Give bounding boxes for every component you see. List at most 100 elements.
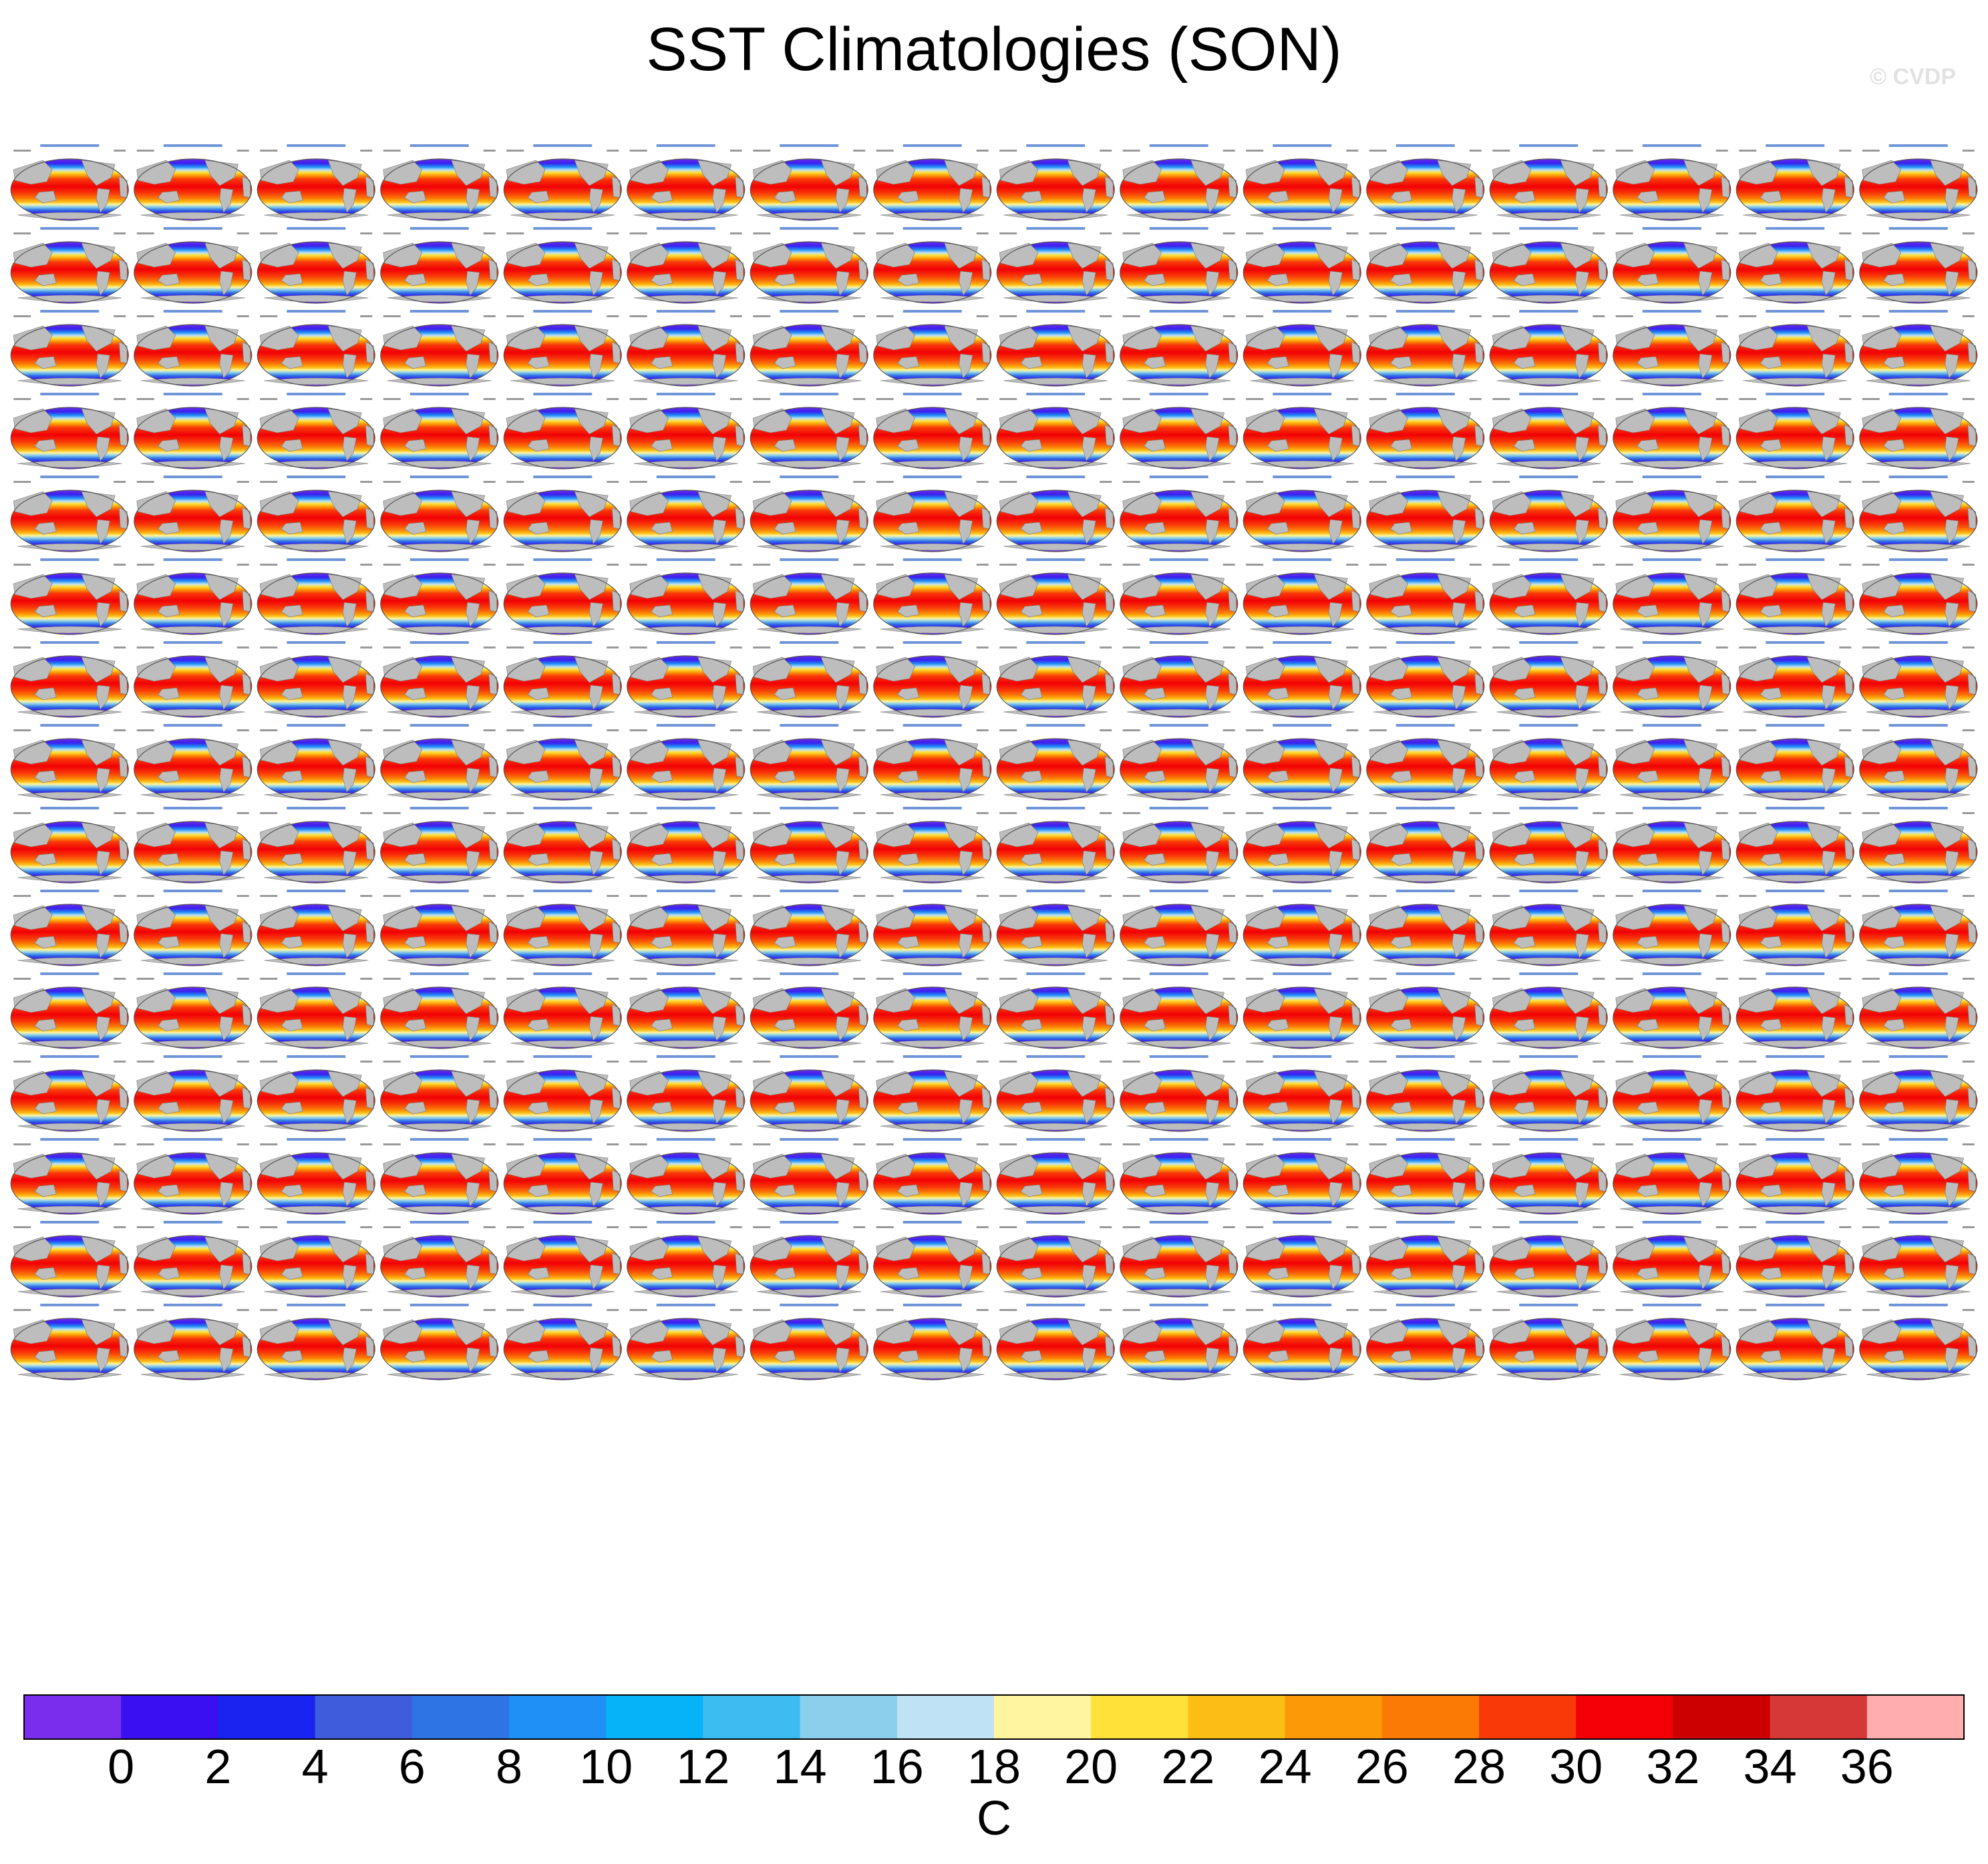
land-mask xyxy=(589,436,603,461)
map-panel xyxy=(257,227,375,304)
land-mask xyxy=(1844,1004,1853,1027)
panel-years-mark xyxy=(753,150,771,152)
land-mask xyxy=(1760,936,1782,949)
colorbar-tick-label: 4 xyxy=(302,1740,329,1794)
land-mask xyxy=(1390,604,1413,618)
land-mask xyxy=(1615,1319,1655,1344)
land-mask xyxy=(1328,767,1343,793)
land-mask xyxy=(1806,1071,1841,1097)
land-mask xyxy=(835,1264,850,1290)
map-panel xyxy=(1613,890,1731,966)
panel-stat-mark xyxy=(607,895,619,897)
land-mask xyxy=(1844,1335,1853,1358)
land-mask xyxy=(1452,850,1466,876)
panel-stat-mark xyxy=(729,1226,742,1228)
land-mask xyxy=(858,590,867,612)
panel-title-mark xyxy=(1642,641,1701,644)
panel-years-mark xyxy=(1122,729,1140,731)
land-mask xyxy=(1883,770,1906,783)
panel-stat-mark xyxy=(1839,564,1852,566)
colorbar-tick-label: 8 xyxy=(496,1740,522,1794)
map-panel xyxy=(503,890,622,966)
map-outline xyxy=(380,158,499,221)
panel-years-mark xyxy=(136,978,154,980)
map-outline xyxy=(873,1318,992,1380)
land-mask xyxy=(1575,1181,1589,1207)
map-panel xyxy=(257,1055,375,1132)
map-panel xyxy=(10,227,129,304)
land-mask xyxy=(1637,356,1659,369)
panel-title-mark xyxy=(1026,1055,1086,1058)
colorbar: 0 2 4 6 8 10 12 14 16 18 20 22 24 26 28 30 32 34 36 xyxy=(23,1694,1965,1794)
land-mask xyxy=(281,190,303,204)
panel-years-mark xyxy=(260,398,278,400)
land-mask xyxy=(1351,1004,1360,1027)
land-mask xyxy=(204,739,239,766)
land-mask xyxy=(589,685,603,710)
panel-years-mark xyxy=(629,1226,647,1228)
land-mask xyxy=(1698,353,1713,379)
land-mask xyxy=(527,522,550,535)
panel-years-mark xyxy=(13,1143,31,1145)
map-panel xyxy=(996,890,1115,966)
map-panel xyxy=(1120,972,1238,1049)
panel-title-mark xyxy=(1766,227,1825,230)
land-mask xyxy=(13,408,53,433)
panel-years-mark xyxy=(1246,729,1264,731)
panel-title-mark xyxy=(40,1138,100,1141)
land-mask xyxy=(1474,1335,1484,1358)
panel-stat-mark xyxy=(1593,564,1605,566)
panel-years-mark xyxy=(876,150,894,152)
land-mask xyxy=(1821,767,1836,793)
map-outline xyxy=(1120,904,1238,966)
panel-stat-mark xyxy=(853,315,866,317)
panel-title-mark xyxy=(1642,807,1701,809)
land-mask xyxy=(1104,341,1114,364)
map-outline xyxy=(10,1152,129,1215)
map-panel xyxy=(1120,641,1238,718)
land-mask xyxy=(712,850,727,876)
land-mask xyxy=(81,574,116,600)
panel-years-mark xyxy=(13,1226,31,1228)
land-mask xyxy=(944,822,979,849)
land-mask xyxy=(1067,491,1102,518)
land-mask xyxy=(281,1018,303,1032)
panel-stat-mark xyxy=(360,398,373,400)
panel-title-mark xyxy=(287,972,346,975)
panel-years-mark xyxy=(13,978,31,980)
panel-title-mark xyxy=(1149,393,1208,395)
land-mask xyxy=(735,507,744,530)
land-mask xyxy=(327,160,362,186)
land-mask xyxy=(876,491,916,516)
panel-stat-mark xyxy=(976,1143,989,1145)
land-mask xyxy=(981,1252,991,1275)
map-outline xyxy=(380,490,499,552)
map-outline xyxy=(873,904,992,966)
land-mask xyxy=(466,353,480,379)
panel-stat-mark xyxy=(1100,1061,1112,1063)
panel-stat-mark xyxy=(1469,812,1482,814)
land-mask xyxy=(1437,160,1472,186)
land-mask xyxy=(1615,1236,1655,1262)
map-outline xyxy=(503,407,622,470)
land-mask xyxy=(1560,988,1595,1014)
land-mask xyxy=(1967,1335,1977,1358)
panel-title-mark xyxy=(409,807,469,809)
land-mask xyxy=(365,258,374,281)
panel-title-mark xyxy=(1766,393,1825,395)
land-mask xyxy=(281,1267,303,1280)
land-mask xyxy=(342,353,357,379)
land-mask xyxy=(999,574,1039,599)
land-mask xyxy=(944,657,979,683)
land-mask xyxy=(735,1252,744,1275)
land-mask xyxy=(1437,905,1472,932)
panel-title-mark xyxy=(40,310,100,313)
land-mask xyxy=(1637,770,1659,783)
land-mask xyxy=(1437,822,1472,849)
map-outline xyxy=(627,821,746,884)
land-mask xyxy=(981,1169,991,1192)
land-mask xyxy=(506,491,546,516)
panel-title-mark xyxy=(1642,558,1701,561)
land-mask xyxy=(1351,507,1360,530)
map-panel xyxy=(1859,144,1978,221)
